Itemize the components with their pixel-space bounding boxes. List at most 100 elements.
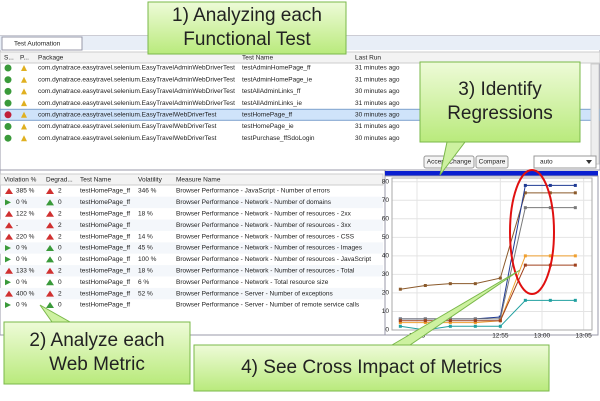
series-point [548,191,552,195]
x-tick-label: 13:00 [534,333,551,340]
selection-bar [385,171,598,176]
button[interactable] [475,155,509,169]
violation-icon [5,188,13,194]
series-line [400,192,576,290]
violation-icon [5,245,11,251]
series-point [398,319,402,323]
status-icon [4,87,12,95]
metric-cell: 0 [58,256,62,263]
test-name: testHomePage_ff [242,112,292,119]
column-header: Volatility [138,177,163,184]
x-tick-label: 12:55 [492,333,509,340]
violation-icon [5,290,13,297]
series-point [448,317,452,321]
metric-cell: 52 % [138,290,153,297]
metric-cell: testHomePage_ff [80,279,130,286]
test-name: testAllAdminLinks_ff [242,88,301,95]
metric-cell: 2 [58,268,62,275]
metric-cell: 400 % [16,290,35,297]
series-point [573,191,577,195]
degradation-icon [46,290,54,297]
last-run: 31 minutes ago [355,123,400,130]
callout-text: Web Metric [49,354,145,375]
scrollbar [590,63,600,165]
tab-title: Test Automation [14,41,61,48]
status-icon [4,76,12,84]
metric-cell: 0 [58,302,62,309]
dropdown[interactable] [533,155,597,169]
series-point [523,263,527,267]
metric-cell: testHomePage_ff [80,233,130,240]
violation-icon [5,222,13,229]
status-icon [4,123,12,130]
series-point [423,317,427,321]
metric-cell: Browser Performance - Network - Total re… [176,279,329,286]
callout-box [3,321,191,385]
metric-cell: 0 % [16,256,27,263]
column-header: Last Run [355,55,381,62]
last-run: 30 minutes ago [355,88,400,95]
dropdown-value: auto [540,159,553,166]
toolbar: Accept Change Compare auto [423,155,597,169]
callout-text: Functional Test [183,29,311,50]
last-run: 31 minutes ago [355,100,400,107]
metric-cell: 18 % [138,268,153,275]
metric-cell: 100 % [138,256,157,263]
series-point [423,319,427,323]
series-point [448,282,452,286]
metric-cell: 0 % [16,279,27,286]
last-run: 30 minutes ago [355,112,400,119]
metric-cell: 2 [58,222,62,229]
metric-cell: testHomePage_ff [80,222,130,229]
tab[interactable] [1,36,83,51]
x-tick-label: 13:05 [576,333,593,340]
violation-icon [5,279,11,286]
series-point [448,321,452,325]
metric-cell: 2 [58,290,62,297]
degradation-icon [46,267,54,274]
trend-icon [21,76,27,83]
metric-cell: Browser Performance - Network - Number o… [176,199,332,206]
package: com.dynatrace.easytravel.selenium.EasyTr… [38,100,235,107]
column-header: Violation % [4,177,37,184]
metric-cell: testHomePage_ff [80,211,130,218]
series-point [473,324,477,328]
metric-cell: 18 % [138,211,153,218]
series-point [473,321,477,325]
trend-icon [21,88,27,95]
y-tick-label: 50 [382,234,390,241]
series-point [398,321,402,325]
series-point [398,317,402,321]
callout-box [147,1,347,55]
y-tick-label: 10 [382,308,390,315]
test-name: testAllAdminLinks_ie [242,100,302,107]
metric-cell: 2 [58,233,62,240]
degradation-icon [46,199,54,206]
callout-text: 4) See Cross Impact of Metrics [241,357,502,378]
metric-cell: testHomePage_ff [80,302,130,309]
metric-cell: 0 % [16,302,27,309]
status-icon [4,99,12,107]
series-point [573,263,577,267]
column-header: Degrad... [46,177,73,184]
series-point [548,254,552,258]
series-point [448,319,452,323]
column-header: S... [4,55,14,62]
violation-icon [5,302,11,308]
degradation-icon [46,302,54,308]
degradation-icon [46,210,54,217]
status-icon [4,111,12,119]
metric-cell: 6 % [138,279,149,286]
metric-cell: Browser Performance - Server - Number of… [176,290,334,297]
metric-cell: 122 % [16,211,35,218]
package: com.dynatrace.easytravel.selenium.EasyTr… [38,135,217,142]
y-tick-label: 0 [385,327,389,334]
violation-icon [5,199,11,206]
trend-icon [21,100,27,107]
test-name: testAdminHomePage_ie [242,76,312,83]
violation-icon [5,267,13,274]
metric-cell: 0 % [16,199,27,206]
package: com.dynatrace.easytravel.selenium.EasyTr… [38,112,217,119]
metric-cell: 385 % [16,188,35,195]
